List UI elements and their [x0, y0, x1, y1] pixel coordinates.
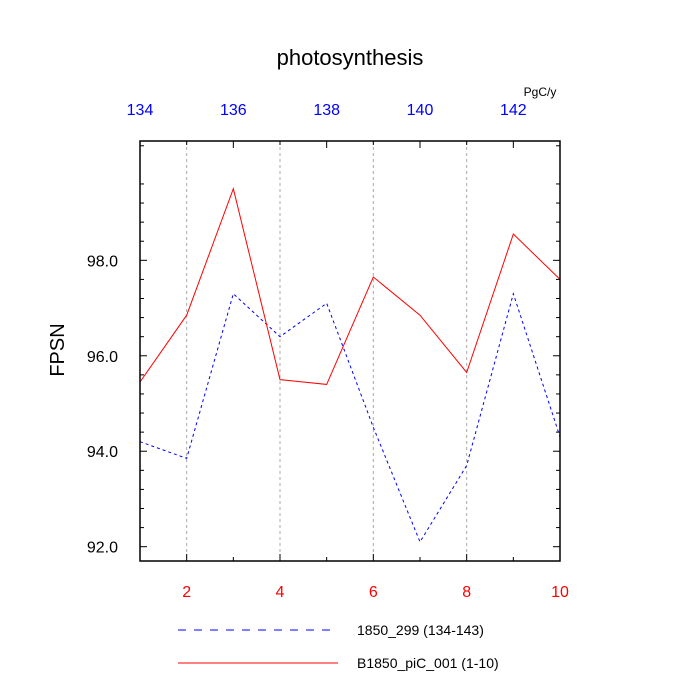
legend-label-series-1: 1850_299 (134-143) — [357, 622, 484, 638]
x-bottom-tick-label: 6 — [369, 584, 378, 601]
y-tick-label: 94.0 — [87, 444, 118, 461]
plot-frame — [139, 140, 561, 562]
x-top-tick-label: 142 — [500, 102, 527, 119]
y-tick-label: 96.0 — [87, 349, 118, 366]
x-bottom-tick-label: 2 — [182, 584, 191, 601]
units-label: PgC/y — [524, 85, 557, 99]
x-bottom-tick-label: 10 — [551, 584, 569, 601]
legend-label-series-2: B1850_piC_001 (1-10) — [357, 655, 499, 671]
x-bottom-tick-label: 8 — [462, 584, 471, 601]
axes-layer: 2 4 6 8 10 134 136 138 140 142 92.0 94.0 96.0 98.0 — [87, 102, 569, 601]
x-top-tick-label: 136 — [220, 102, 247, 119]
x-top-tick-label: 140 — [407, 102, 434, 119]
x-top-tick-label: 138 — [313, 102, 340, 119]
grid-layer — [186, 141, 468, 561]
legend: 1850_299 (134-143) B1850_piC_001 (1-10) — [178, 622, 499, 671]
y-tick-label: 98.0 — [87, 253, 118, 270]
x-top-tick-label: 134 — [127, 102, 154, 119]
series-layer — [139, 187, 561, 544]
series-line-1 — [139, 291, 561, 544]
y-tick-label: 92.0 — [87, 540, 118, 557]
x-bottom-tick-label: 4 — [276, 584, 285, 601]
series-line-2 — [139, 187, 561, 385]
y-axis-label: FPSN — [47, 323, 69, 376]
chart-title: photosynthesis — [277, 45, 424, 70]
